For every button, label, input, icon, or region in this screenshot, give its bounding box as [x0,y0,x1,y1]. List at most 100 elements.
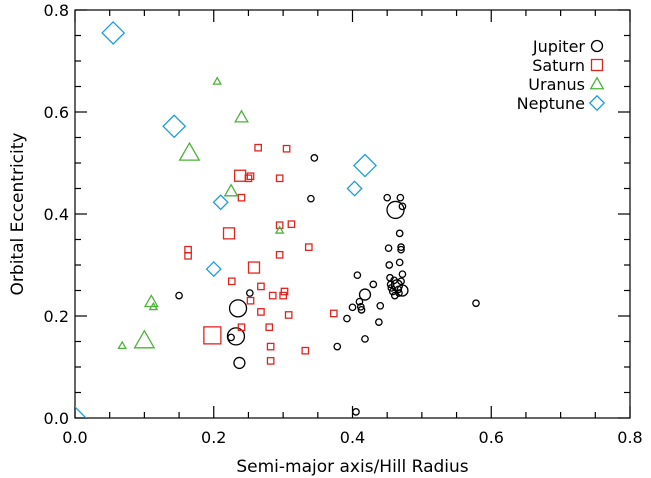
jupiter-point [383,193,392,202]
x-tick-label: 0.8 [617,428,642,447]
jupiter-point [310,154,319,162]
jupiter-point [227,333,235,342]
saturn-point [329,309,338,318]
saturn-point [275,250,284,259]
legend-label-neptune: Neptune [517,94,585,113]
legend-label-jupiter: Jupiter [532,37,586,56]
saturn-point [222,227,236,240]
x-tick-label: 0.6 [479,428,504,447]
neptune-point [162,114,187,139]
neptune-point [346,180,363,197]
series-uranus [117,76,285,349]
saturn-point [244,174,253,183]
jupiter-point [395,289,403,297]
jupiter-point [375,318,383,326]
saturn-point [257,282,265,291]
jupiter-point [355,297,364,306]
saturn-point [246,172,255,181]
legend-label-saturn: Saturn [532,56,585,75]
jupiter-point [395,229,404,238]
series-jupiter [175,154,480,416]
saturn-point [282,144,291,153]
saturn-point [280,287,289,296]
jupiter-point [233,356,246,370]
saturn-point [284,311,293,319]
saturn-point [304,243,313,251]
y-axis-label: Orbital Eccentricity [8,133,28,296]
legend-label-uranus: Uranus [528,75,585,94]
saturn-point [227,277,236,286]
saturn-point [266,342,275,351]
jupiter-point [358,288,372,301]
jupiter-point [385,261,394,269]
x-tick-label: 0.0 [62,428,87,447]
data-points [75,20,480,418]
saturn-point [184,251,192,260]
x-tick-label: 0.2 [201,428,226,447]
jupiter-point [228,299,248,318]
y-tick-label: 0.4 [44,205,69,224]
neptune-point [101,20,126,45]
saturn-point [275,221,284,230]
saturn-point [287,220,296,229]
y-tick-label: 0.2 [44,307,69,326]
saturn-point [254,143,262,152]
saturn-point [246,296,255,305]
uranus-point [234,109,249,123]
x-axis-label: Semi-major axis/Hill Radius [236,457,468,477]
uranus-point [133,329,156,349]
jupiter-point [395,258,404,267]
jupiter-point [384,244,393,253]
legend-marker-jupiter [590,39,604,53]
series-saturn [184,143,338,365]
saturn-point [275,174,284,183]
jupiter-point [376,301,385,310]
jupiter-point [307,194,315,203]
jupiter-point [398,202,407,211]
legend-marker-neptune [588,94,606,112]
uranus-point [178,141,201,161]
neptune-point [205,261,222,278]
uranus-point [212,76,223,85]
neptune-point [353,153,377,178]
y-tick-label: 0.8 [44,1,69,20]
uranus-point [143,294,159,308]
jupiter-point [398,270,407,279]
uranus-point [223,183,239,197]
saturn-point [265,323,274,332]
saturn-point [247,261,261,274]
neptune-point [75,406,87,418]
uranus-point [274,225,285,234]
saturn-point [237,323,246,332]
jupiter-point [343,314,351,323]
jupiter-point [245,289,254,297]
legend-marker-saturn [590,58,604,72]
jupiter-point [356,302,365,311]
saturn-point [203,326,222,345]
jupiter-point [175,291,183,300]
y-tick-label: 0.0 [44,409,69,428]
saturn-point [268,291,277,300]
jupiter-point [348,303,357,312]
y-tick-label: 0.6 [44,103,69,122]
uranus-point [148,301,159,311]
jupiter-point [396,284,409,297]
saturn-point [233,169,247,182]
jupiter-point [397,243,405,251]
jupiter-point [397,245,405,254]
saturn-point [301,346,310,355]
saturn-point [266,357,275,365]
x-tick-label: 0.4 [340,428,365,447]
saturn-point [257,308,265,316]
saturn-point [184,245,192,254]
jupiter-point [369,280,378,289]
saturn-point [237,193,246,202]
legend-marker-uranus [589,76,605,90]
jupiter-point [361,335,369,343]
uranus-point [117,340,127,349]
jupiter-point [472,299,480,308]
jupiter-point [333,342,342,351]
jupiter-point [353,271,362,280]
